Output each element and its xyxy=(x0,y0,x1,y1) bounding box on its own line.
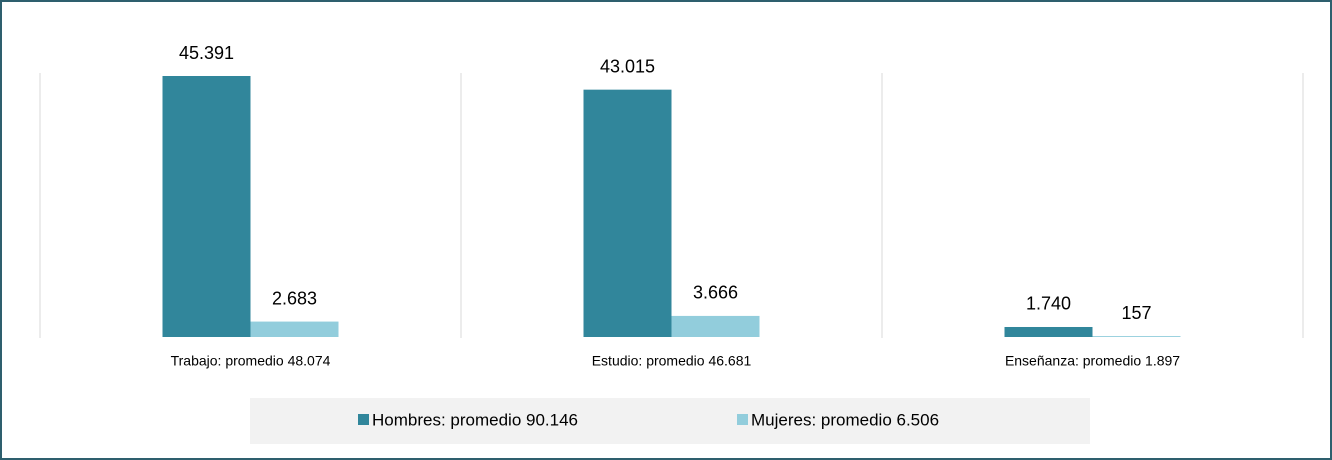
legend-swatch xyxy=(737,414,748,425)
data-label: 45.391 xyxy=(179,43,234,63)
data-label: 2.683 xyxy=(272,288,317,308)
bar xyxy=(162,76,251,337)
legend-label: Hombres: promedio 90.146 xyxy=(372,410,578,429)
data-label: 43.015 xyxy=(600,56,655,76)
x-tick-label: Estudio: promedio 46.681 xyxy=(592,353,752,369)
data-label: 157 xyxy=(1121,303,1151,323)
bar xyxy=(671,315,760,337)
legend-box xyxy=(250,398,1090,444)
bar xyxy=(250,321,339,337)
data-label: 1.740 xyxy=(1026,294,1071,314)
legend-swatch xyxy=(358,414,369,425)
x-tick-label: Enseñanza: promedio 1.897 xyxy=(1005,353,1180,369)
bar xyxy=(1092,336,1181,337)
x-tick-label: Trabajo: promedio 48.074 xyxy=(171,353,331,369)
data-label: 3.666 xyxy=(693,283,738,303)
legend-label: Mujeres: promedio 6.506 xyxy=(751,410,939,429)
bar xyxy=(583,89,672,337)
bar xyxy=(1004,326,1093,337)
